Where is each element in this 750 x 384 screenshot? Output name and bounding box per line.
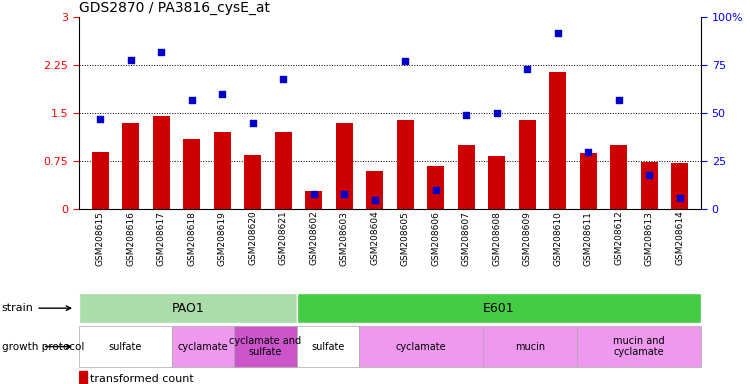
- Point: [430, 187, 442, 193]
- Bar: [79, 293, 296, 323]
- Bar: [296, 293, 701, 323]
- Point: [521, 66, 533, 72]
- Bar: [234, 326, 296, 367]
- Bar: [458, 145, 475, 209]
- Point: [216, 91, 228, 97]
- Text: mucin and
cyclamate: mucin and cyclamate: [614, 336, 664, 358]
- Bar: [79, 371, 87, 384]
- Text: PAO1: PAO1: [171, 302, 204, 314]
- Point: [124, 56, 136, 63]
- Bar: [488, 156, 506, 209]
- Bar: [550, 72, 566, 209]
- Point: [155, 49, 167, 55]
- Bar: [336, 123, 352, 209]
- Bar: [214, 132, 230, 209]
- Text: growth protocol: growth protocol: [2, 341, 84, 352]
- Point: [644, 172, 656, 178]
- Bar: [153, 116, 170, 209]
- Bar: [92, 152, 109, 209]
- Text: mucin: mucin: [515, 341, 545, 352]
- Bar: [172, 326, 234, 367]
- Bar: [274, 132, 292, 209]
- Bar: [519, 120, 536, 209]
- Bar: [610, 145, 627, 209]
- Point: [186, 97, 198, 103]
- Point: [278, 76, 290, 82]
- Text: cyclamate: cyclamate: [396, 341, 446, 352]
- Text: sulfate: sulfate: [311, 341, 344, 352]
- Text: transformed count: transformed count: [90, 374, 194, 384]
- Point: [247, 120, 259, 126]
- Point: [490, 110, 502, 116]
- Point: [94, 116, 106, 122]
- Bar: [577, 326, 701, 367]
- Point: [399, 58, 411, 65]
- Bar: [122, 123, 139, 209]
- Text: cyclamate: cyclamate: [178, 341, 229, 352]
- Point: [369, 197, 381, 203]
- Bar: [427, 166, 444, 209]
- Text: cyclamate and
sulfate: cyclamate and sulfate: [230, 336, 302, 358]
- Point: [552, 30, 564, 36]
- Bar: [296, 326, 358, 367]
- Text: sulfate: sulfate: [109, 341, 142, 352]
- Bar: [183, 139, 200, 209]
- Point: [308, 191, 320, 197]
- Point: [674, 195, 686, 201]
- Bar: [244, 155, 261, 209]
- Bar: [358, 326, 483, 367]
- Bar: [366, 171, 383, 209]
- Bar: [580, 153, 597, 209]
- Text: E601: E601: [483, 302, 514, 314]
- Text: strain: strain: [2, 303, 70, 313]
- Bar: [79, 326, 172, 367]
- Bar: [305, 191, 322, 209]
- Bar: [397, 120, 414, 209]
- Point: [613, 97, 625, 103]
- Bar: [671, 163, 688, 209]
- Point: [460, 112, 472, 118]
- Point: [338, 191, 350, 197]
- Point: [582, 149, 594, 155]
- Bar: [483, 326, 577, 367]
- Bar: [641, 162, 658, 209]
- Text: GDS2870 / PA3816_cysE_at: GDS2870 / PA3816_cysE_at: [79, 1, 270, 15]
